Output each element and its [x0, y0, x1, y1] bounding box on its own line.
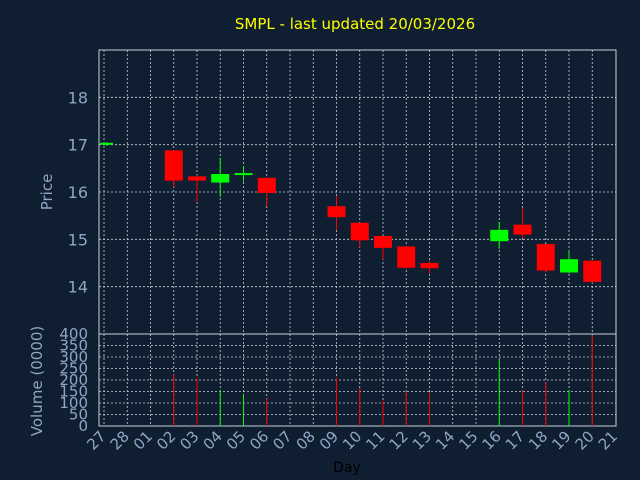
candle-body — [536, 244, 555, 271]
volume-y-tick-label: 200 — [59, 371, 88, 389]
volume-y-tick-label: 100 — [59, 394, 88, 412]
candle-body — [490, 229, 509, 242]
price-y-tick-label: 14 — [68, 278, 88, 297]
candle-body — [188, 176, 206, 181]
price-y-tick-label: 16 — [68, 183, 88, 202]
x-ticks: 2728010203040506070809101112131415161718… — [83, 427, 621, 453]
price-axis-label: Price — [38, 174, 56, 211]
volume-bars — [173, 335, 593, 426]
price-y-tick-label: 15 — [68, 230, 88, 249]
candle-body — [583, 260, 602, 282]
price-y-ticks: 14 15 16 17 18 — [68, 88, 88, 296]
candle-body — [100, 142, 113, 145]
volume-y-tick-label: 150 — [59, 383, 88, 401]
candle-body — [234, 173, 253, 176]
x-axis-label: Day — [333, 460, 361, 476]
volume-axis-label: Volume (0000) — [28, 326, 46, 436]
candle-body — [513, 224, 532, 235]
volume-y-tick-label: 0 — [78, 417, 88, 435]
chart-title: SMPL - last updated 20/03/2026 — [235, 15, 475, 33]
volume-y-tick-label: 300 — [59, 348, 88, 366]
candles — [100, 142, 602, 283]
price-grid — [99, 50, 616, 334]
volume-y-tick-label: 350 — [59, 337, 88, 355]
candle-body — [560, 259, 578, 273]
candle-body — [397, 246, 416, 268]
candle-body — [374, 236, 392, 248]
candle-body — [257, 177, 276, 193]
candle-body — [420, 263, 439, 269]
price-y-tick-label: 18 — [68, 88, 88, 107]
volume-y-tick-label: 250 — [59, 360, 88, 378]
candle-body — [350, 222, 369, 241]
candle-body — [164, 150, 183, 181]
candle-body — [211, 174, 230, 183]
volume-y-tick-label: 400 — [59, 325, 88, 343]
volume-panel-frame — [98, 333, 617, 427]
volume-y-tick-label: 50 — [69, 406, 88, 424]
candle-body — [327, 206, 346, 218]
price-y-tick-label: 17 — [68, 136, 88, 155]
